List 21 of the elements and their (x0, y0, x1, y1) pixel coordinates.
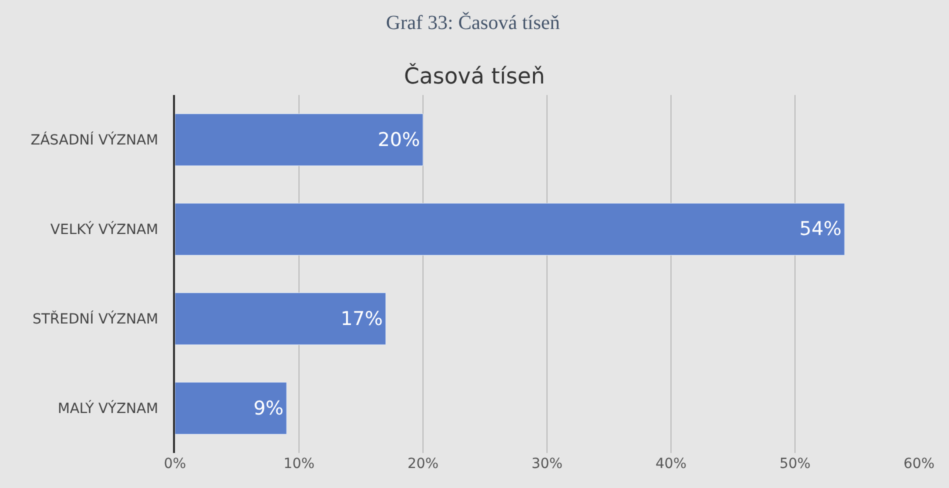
bar (175, 292, 386, 345)
text: Graf 33: Časová tíseň (386, 11, 560, 34)
x-tick-label: 0% (164, 456, 186, 472)
x-tick-label: 10% (283, 456, 315, 472)
data-label: 20% (378, 128, 420, 151)
data-label: 9% (253, 397, 284, 420)
y-tick-label: MALÝ VÝZNAM (58, 400, 158, 418)
x-tick-label: 60% (903, 456, 935, 472)
x-tick-label: 40% (655, 456, 687, 472)
bar (175, 382, 287, 434)
data-label: 17% (340, 308, 383, 330)
y-tick-label: VELKÝ VÝZNAM (50, 221, 158, 238)
x-tick-label: 20% (407, 456, 439, 472)
bar (175, 203, 845, 256)
y-tick-label: ZÁSADNÍ VÝZNAM (30, 132, 158, 149)
x-tick-label: 30% (531, 456, 563, 472)
x-tick-label: 50% (779, 456, 811, 472)
data-label: 54% (799, 218, 842, 240)
bar (175, 114, 424, 166)
chart-title: Časová tíseň (404, 62, 545, 90)
y-tick-label: STŘEDNÍ VÝZNAM (32, 310, 158, 328)
